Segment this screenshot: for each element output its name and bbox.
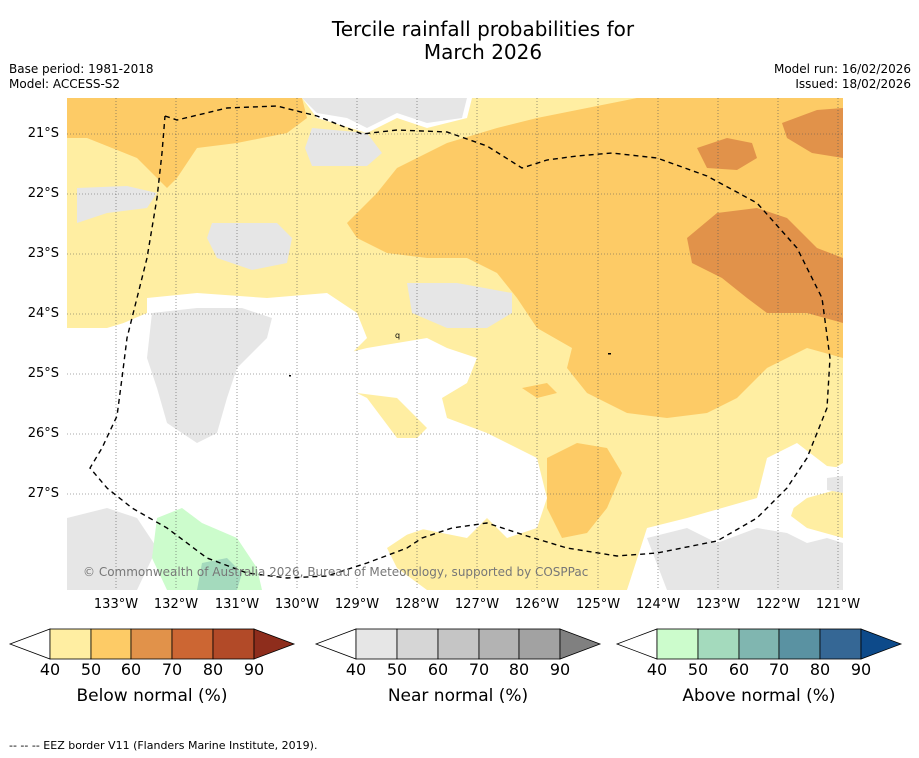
colorbar-segment	[860, 628, 903, 660]
colorbar-segment	[396, 628, 439, 660]
colorbar-segment	[697, 628, 740, 660]
lon-label: 127°W	[454, 597, 500, 612]
colorbar-tick: 70	[161, 660, 183, 679]
lon-label: 121°W	[815, 597, 861, 612]
colorbar-segment	[49, 628, 92, 660]
colorbar-tick: 40	[345, 660, 367, 679]
above-normal-50-60-regions	[197, 558, 242, 590]
issued-label: Issued: 18/02/2026	[795, 77, 911, 91]
colorbar-segment	[437, 628, 480, 660]
below-normal-colorbar	[8, 628, 296, 660]
above-normal-title: Above normal (%)	[682, 686, 836, 706]
colorbar-segment	[656, 628, 699, 660]
lat-label: 24°S	[27, 306, 59, 321]
graticule	[67, 98, 843, 590]
colorbar-segment	[518, 628, 561, 660]
colorbar-tick: 70	[768, 660, 790, 679]
island-marker	[608, 353, 611, 355]
eez-boundary	[89, 105, 831, 579]
title-line-1: Tercile rainfall probabilities for	[331, 17, 635, 41]
colorbar-tick: 60	[120, 660, 142, 679]
lon-label: 129°W	[334, 597, 380, 612]
metadata-right: Model run: 16/02/2026 Issued: 18/02/2026	[774, 62, 911, 92]
colorbar-tick: 90	[243, 660, 265, 679]
colorbar-tick: 60	[427, 660, 449, 679]
colorbar-tick: 80	[202, 660, 224, 679]
colorbar-tick: 70	[468, 660, 490, 679]
lat-label: 27°S	[27, 486, 59, 501]
lat-label: 25°S	[27, 366, 59, 381]
lat-label: 21°S	[27, 126, 59, 141]
lat-label: 23°S	[27, 246, 59, 261]
colorbar-segment	[253, 628, 296, 660]
lon-label: 128°W	[394, 597, 440, 612]
metadata-left: Base period: 1981-2018 Model: ACCESS-S2	[9, 62, 154, 92]
island-marker: q	[395, 331, 400, 340]
colorbar-tick: 40	[646, 660, 668, 679]
lon-label: 126°W	[514, 597, 560, 612]
colorbar-tick: 50	[80, 660, 102, 679]
colorbar-legends	[8, 628, 903, 660]
below-normal-60-70-regions	[687, 108, 843, 323]
lon-label: 124°W	[635, 597, 681, 612]
lat-label: 22°S	[27, 186, 59, 201]
model-label: Model: ACCESS-S2	[9, 77, 121, 91]
above-normal-colorbar	[615, 628, 903, 660]
lon-label: 131°W	[214, 597, 260, 612]
colorbar-tick: 40	[39, 660, 61, 679]
lon-label: 123°W	[695, 597, 741, 612]
colorbar-segment	[90, 628, 132, 660]
below-normal-50-60-regions	[67, 98, 843, 538]
colorbar-tick: 90	[549, 660, 571, 679]
near-normal-title: Near normal (%)	[387, 686, 529, 706]
lat-label: 26°S	[27, 426, 59, 441]
lon-label: 133°W	[93, 597, 139, 612]
eez-legend-note: -- -- -- EEZ border V11 (Flanders Marine…	[9, 739, 318, 752]
lon-label: 132°W	[153, 597, 199, 612]
model-run-label: Model run: 16/02/2026	[773, 62, 911, 76]
near-normal-regions	[67, 98, 843, 590]
colorbar-tick: 80	[508, 660, 530, 679]
colorbar-segment	[819, 628, 862, 660]
map-title: Tercile rainfall probabilities for March…	[0, 18, 919, 64]
colorbar-tick: 50	[687, 660, 709, 679]
colorbar-tick: 90	[850, 660, 872, 679]
colorbar-segment	[130, 628, 173, 660]
colorbar-segment	[559, 628, 602, 660]
colorbar-segment	[778, 628, 821, 660]
probability-map: q © Commonwealth of Australia 2026, Bure…	[67, 98, 843, 590]
near-normal-colorbar	[314, 628, 602, 660]
colorbar-tick: 80	[809, 660, 831, 679]
colorbar-segment	[478, 628, 520, 660]
colorbar-segment	[171, 628, 214, 660]
colorbar-tick: 50	[386, 660, 408, 679]
colorbar-segment	[738, 628, 780, 660]
island-marker	[289, 375, 291, 377]
lon-label: 122°W	[755, 597, 801, 612]
below-normal-title: Below normal (%)	[76, 686, 228, 706]
colorbar-segment	[355, 628, 398, 660]
lon-label: 130°W	[274, 597, 320, 612]
colorbar-tick: 60	[728, 660, 750, 679]
base-period-label: Base period: 1981-2018	[9, 62, 154, 76]
title-line-2: March 2026	[423, 40, 543, 64]
colorbar-segment	[212, 628, 255, 660]
copyright-notice: © Commonwealth of Australia 2026, Bureau…	[83, 565, 588, 579]
lon-label: 125°W	[575, 597, 621, 612]
